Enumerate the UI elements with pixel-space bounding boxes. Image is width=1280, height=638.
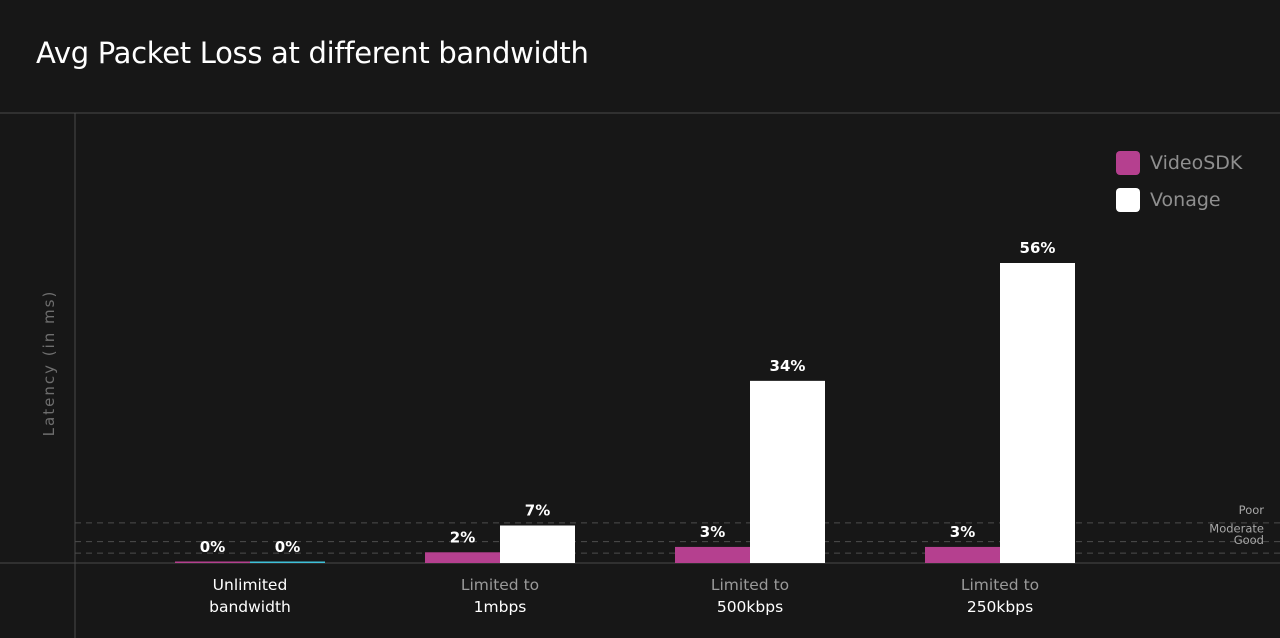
value-label-videosdk-0: 0%	[200, 538, 225, 556]
bar-videosdk-1	[425, 552, 500, 563]
bar-vonage-0	[250, 561, 325, 563]
legend-swatch-videosdk	[1116, 150, 1140, 175]
category-label-0-line-0: Unlimited	[213, 576, 288, 594]
value-label-vonage-1: 7%	[525, 502, 550, 520]
legend-item-vonage: Vonage	[1116, 187, 1242, 212]
bar-vonage-1	[500, 525, 575, 563]
bar-videosdk-0	[175, 561, 250, 563]
bar-videosdk-2	[675, 546, 750, 563]
threshold-label-moderate: Moderate	[1209, 522, 1264, 536]
category-label-3-line-1: 250kbps	[967, 598, 1033, 616]
chart-title: Avg Packet Loss at different bandwidth	[36, 36, 589, 70]
value-label-vonage-2: 34%	[770, 357, 806, 375]
bar-videosdk-3	[925, 546, 1000, 563]
category-label-1-line-0: Limited to	[461, 576, 539, 594]
bar-vonage-2	[750, 380, 825, 563]
legend: VideoSDK Vonage	[1116, 150, 1242, 224]
y-axis-label: Latency (in ms)	[40, 290, 58, 437]
category-label-0-line-1: bandwidth	[209, 598, 291, 616]
bar-vonage-3	[1000, 263, 1075, 563]
legend-swatch-vonage	[1116, 187, 1140, 212]
category-label-2-line-0: Limited to	[711, 576, 789, 594]
category-label-2-line-1: 500kbps	[717, 598, 783, 616]
value-label-vonage-0: 0%	[275, 538, 300, 556]
category-label-1-line-1: 1mbps	[474, 598, 527, 616]
legend-label-vonage: Vonage	[1150, 188, 1221, 211]
threshold-label-poor: Poor	[1239, 503, 1265, 517]
legend-label-videosdk: VideoSDK	[1150, 151, 1243, 174]
category-label-3-line-0: Limited to	[961, 576, 1039, 594]
threshold-label-good: Good	[1234, 533, 1264, 547]
value-label-videosdk-1: 2%	[450, 528, 475, 546]
value-label-vonage-3: 56%	[1020, 239, 1056, 257]
legend-item-videosdk: VideoSDK	[1116, 150, 1242, 175]
value-label-videosdk-2: 3%	[700, 523, 725, 541]
value-label-videosdk-3: 3%	[950, 523, 975, 541]
